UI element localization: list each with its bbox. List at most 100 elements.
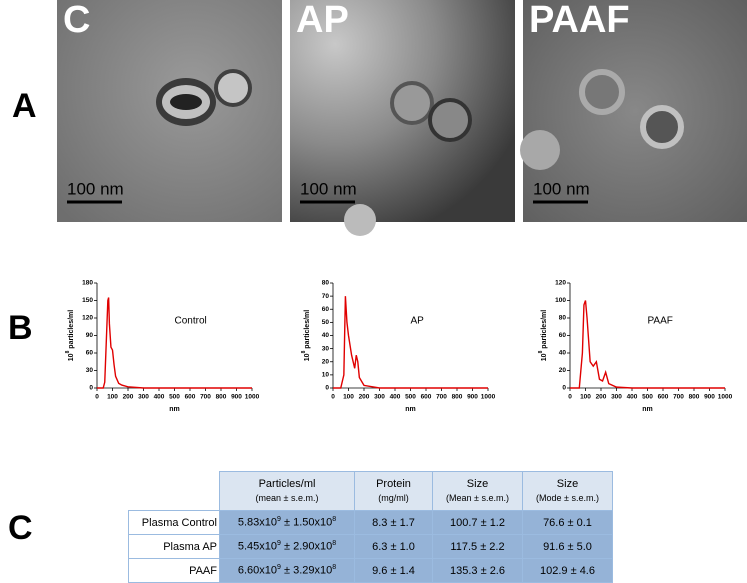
header-subtitle: (Mode ± s.e.m.) [536, 493, 599, 503]
x-tick-label: 400 [154, 394, 165, 401]
chart-annotation: PAAF [648, 316, 673, 327]
x-tick-label: 200 [596, 394, 607, 401]
x-tick-label: 1000 [718, 394, 733, 401]
x-tick-label: 900 [231, 394, 242, 401]
x-tick-label: 200 [359, 394, 370, 401]
panel-label: A [12, 87, 37, 125]
y-tick-label: 40 [322, 332, 330, 339]
header-title: Size [466, 477, 489, 490]
results-table: Particles/ml (mean ± s.e.m.) Protein (mg/ml… [128, 471, 613, 583]
micrograph-paaf [520, 0, 747, 222]
y-tick-label: 0 [562, 385, 566, 392]
header-title: Protein [376, 477, 411, 490]
x-tick-label: 200 [123, 394, 134, 401]
y-tick-label: 120 [555, 280, 566, 287]
x-tick-label: 1000 [245, 394, 260, 401]
row-label: PAAF [128, 558, 220, 583]
y-tick-label: 50 [322, 319, 330, 326]
chart-annotation: AP [411, 316, 425, 327]
table-cell: 76.6 ± 0.1 [522, 510, 613, 535]
cell-text: 6.3 ± 1.0 [372, 540, 415, 553]
table-cell: 9.6 ± 1.4 [354, 558, 433, 583]
x-tick-label: 300 [611, 394, 622, 401]
y-tick-label: 120 [82, 315, 93, 322]
y-tick-label: 90 [86, 332, 94, 339]
y-axis-label-part: particles/ml [541, 310, 548, 351]
x-tick-label: 500 [169, 394, 180, 401]
x-tick-label: 700 [673, 394, 684, 401]
header-subtitle: (mean ± s.e.m.) [255, 493, 319, 503]
x-tick-label: 900 [704, 394, 715, 401]
table-cell: 100.7 ± 1.2 [432, 510, 523, 535]
x-tick-label: 700 [436, 394, 447, 401]
x-tick-label: 800 [216, 394, 227, 401]
y-tick-label: 180 [82, 280, 93, 287]
cell-text: 76.6 ± 0.1 [543, 516, 592, 529]
x-tick-label: 600 [658, 394, 669, 401]
y-tick-label: 70 [322, 293, 330, 300]
y-axis-label-part: particles/ml [68, 310, 75, 351]
exponent: 8 [332, 540, 337, 548]
y-tick-label: 60 [559, 332, 567, 339]
y-tick-label: 150 [82, 297, 93, 304]
data-line [97, 297, 252, 389]
micrograph-c [57, 0, 282, 222]
cell-text: 5.45x10 [237, 540, 278, 553]
table-cell: 135.3 ± 2.6 [432, 558, 523, 583]
y-axis-label-part: 10 [541, 353, 548, 361]
x-tick-label: 300 [138, 394, 149, 401]
table-cell: 117.5 ± 2.2 [432, 534, 523, 559]
cell-text: 91.6 ± 5.0 [543, 540, 592, 553]
cell-text: 8.3 ± 1.7 [372, 516, 415, 529]
header-cell [128, 471, 220, 511]
x-tick-label: 100 [107, 394, 118, 401]
y-axis-label-part: 10 [68, 353, 75, 361]
y-axis-label-exponent: 8 [301, 350, 307, 353]
cell-text: 135.3 ± 2.6 [450, 564, 505, 577]
x-tick-label: 400 [627, 394, 638, 401]
table-row: Plasma AP 5.45x109 ± 2.90x108 6.3 ± 1.0 117… [128, 534, 613, 559]
header-subtitle: (Mean ± s.e.m.) [446, 493, 509, 503]
y-tick-label: 100 [555, 297, 566, 304]
panel-label: B [8, 309, 33, 347]
cell-text: ± 2.90x10 [280, 540, 333, 553]
y-tick-label: 80 [559, 315, 567, 322]
panel-label: C [8, 509, 33, 547]
micrograph-label: C [63, 0, 90, 41]
cell-text: 9.6 ± 1.4 [372, 564, 415, 577]
header-title: Size [556, 477, 579, 490]
x-tick-label: 800 [452, 394, 463, 401]
header-cell: Protein (mg/ml) [354, 471, 433, 511]
y-axis-label-exponent: 8 [538, 350, 544, 353]
table-row: PAAF 6.60x109 ± 3.29x108 9.6 ± 1.4 135.3 ± … [128, 558, 613, 583]
data-line [333, 296, 488, 389]
table-cell: 5.45x109 ± 2.90x108 [219, 534, 355, 559]
row-label: Plasma AP [128, 534, 220, 559]
cell-text: 117.5 ± 2.2 [450, 540, 505, 553]
header-cell: Size (Mean ± s.e.m.) [432, 471, 523, 511]
y-tick-label: 80 [322, 280, 330, 287]
cell-text: 102.9 ± 4.6 [540, 564, 595, 577]
exponent: 9 [277, 516, 281, 524]
scale-bar-label: 100 nm [67, 179, 124, 198]
y-tick-label: 20 [559, 367, 567, 374]
x-tick-label: 1000 [481, 394, 496, 401]
scale-bar-label: 100 nm [533, 179, 590, 198]
y-axis-label-part: 10 [304, 353, 311, 361]
table-cell: 6.3 ± 1.0 [354, 534, 433, 559]
y-tick-label: 30 [322, 345, 330, 352]
x-axis-label: nm [405, 406, 416, 413]
x-tick-label: 800 [689, 394, 700, 401]
table-cell: 102.9 ± 4.6 [522, 558, 613, 583]
y-tick-label: 0 [89, 385, 93, 392]
table-cell: 6.60x109 ± 3.29x108 [219, 558, 355, 583]
header-row: Particles/ml (mean ± s.e.m.) Protein (mg/ml… [128, 471, 613, 511]
table-cell: 91.6 ± 5.0 [522, 534, 613, 559]
data-line [570, 300, 725, 389]
exponent: 8 [332, 516, 337, 524]
y-tick-label: 0 [325, 385, 329, 392]
y-axis-label: 108 particles/ml [538, 310, 548, 361]
x-tick-label: 0 [95, 394, 99, 401]
y-tick-label: 10 [322, 372, 330, 379]
